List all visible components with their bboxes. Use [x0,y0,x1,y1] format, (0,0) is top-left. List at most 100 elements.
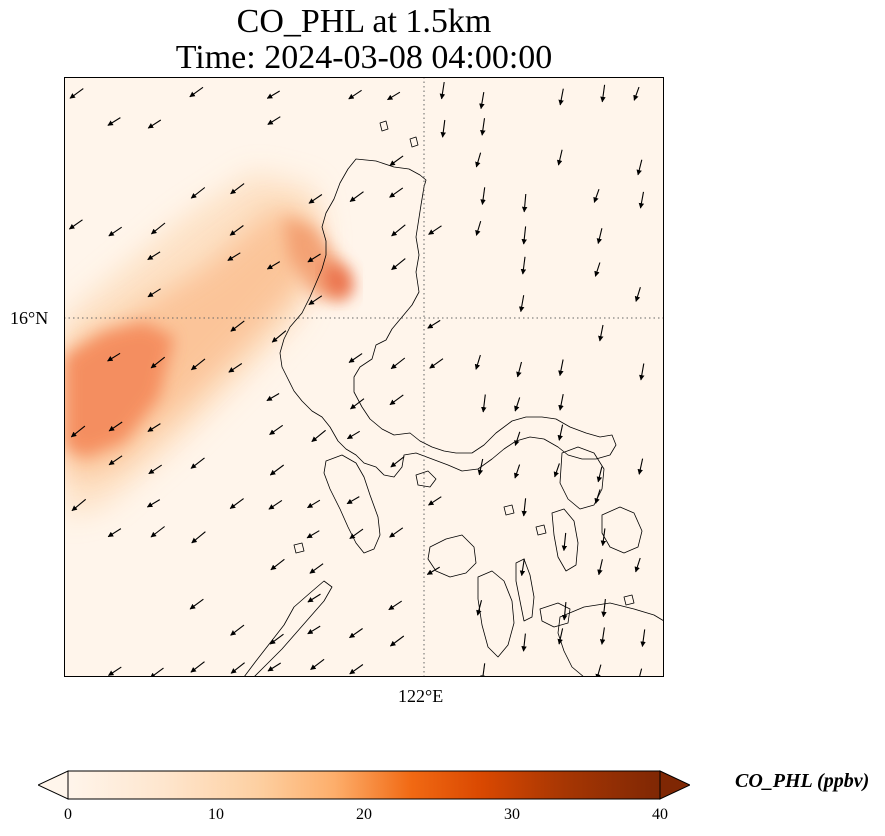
wind-arrow [150,222,166,235]
wind-arrow [269,633,284,645]
mindoro-coastline [323,454,381,554]
wind-arrow [634,557,641,573]
small-island-4 [503,504,515,516]
wind-arrow [107,528,122,538]
wind-arrow [598,324,604,342]
wind-arrow [348,353,363,363]
wind-arrow [307,253,321,263]
wind-arrow [148,464,163,475]
wind-arrow [349,191,364,202]
wind-arrow [150,356,166,369]
mindanao-north-coastline [601,506,643,554]
wind-arrow [601,599,607,618]
leyte-coastline [551,508,579,572]
wind-arrow [189,598,204,610]
wind-arrow [266,393,280,402]
wind-arrow [636,159,643,176]
wind-arrow [266,261,281,270]
small-island-3 [293,542,305,554]
wind-vector-field [68,82,646,677]
wind-arrow [269,424,284,436]
marinduque-coastline [415,470,437,488]
wind-arrow [480,118,486,136]
wind-arrow [599,627,606,645]
wind-arrow [516,361,523,378]
wind-arrow [147,288,161,298]
wind-arrow [513,464,521,479]
wind-arrow [521,193,528,213]
wind-arrow [191,531,206,544]
wind-arrow [477,458,484,476]
map-canvas [64,77,664,677]
title-line-2: Time: 2024-03-08 04:00:00 [175,39,553,76]
title-line-1: CO_PHL at 1.5km [236,3,492,40]
wind-arrow [230,320,245,332]
wind-arrow [514,431,521,447]
lon-tick-122e: 122°E [398,686,444,706]
map-border [64,77,664,677]
colorbar-extend-min [36,770,69,800]
wind-arrow [228,363,243,373]
wind-arrow [308,194,323,204]
wind-arrow [390,456,405,468]
wind-arrow [269,464,285,476]
wind-arrow [147,423,161,432]
wind-arrow [69,88,84,99]
wind-arrow [309,563,324,574]
wind-arrow [266,90,280,99]
co-plume-core-west [64,322,174,457]
wind-arrow [521,633,527,652]
wind-arrow [229,225,244,236]
wind-arrow [268,499,283,510]
wind-arrow [426,566,440,575]
colorbar-label: CO_PHL (ppbv) [735,770,870,792]
colorbar-tick: 0 [64,806,72,823]
wind-arrow [389,635,405,647]
wind-arrow [229,498,244,509]
coastlines [243,120,664,677]
wind-arrow [561,602,568,621]
wind-arrow [108,455,123,466]
small-island-5 [535,524,547,536]
wind-arrow [267,662,281,672]
wind-arrow [147,119,162,129]
wind-arrow [637,458,644,475]
mindanao-coastline [557,602,664,677]
wind-arrow [390,357,406,370]
wind-arrow [230,183,245,195]
wind-arrow [638,191,645,209]
wind-arrow [480,187,486,205]
wind-arrow [190,457,205,469]
colorbar-tick: 10 [208,806,224,823]
map-panel[interactable] [64,77,664,677]
luzon-coastline [279,158,617,478]
wind-arrow [633,86,640,101]
cebu-coastline [515,558,535,622]
wind-arrow [146,499,161,508]
wind-arrow [439,82,446,100]
wind-arrow [558,88,564,106]
wind-arrow [391,258,406,271]
wind-arrow [593,189,600,203]
wind-arrow [521,226,527,245]
wind-arrow [306,530,320,539]
wind-arrow [349,528,364,540]
wind-arrow [428,225,442,235]
wind-arrow [558,359,564,377]
wind-arrow [520,256,527,275]
small-island-2 [409,136,419,148]
wind-arrow [389,187,404,198]
wind-arrow [557,424,564,441]
negros-coastline [477,570,515,658]
co-concentration-field [64,172,354,517]
wind-arrow [311,429,326,443]
wind-arrow [514,397,521,412]
wind-arrow [388,600,403,611]
wind-arrow [70,425,86,438]
wind-arrow [475,152,482,168]
wind-arrow [596,466,603,483]
wind-arrow [348,89,362,100]
wind-arrow [600,528,607,547]
wind-arrow [389,394,404,406]
wind-arrow [391,224,406,237]
